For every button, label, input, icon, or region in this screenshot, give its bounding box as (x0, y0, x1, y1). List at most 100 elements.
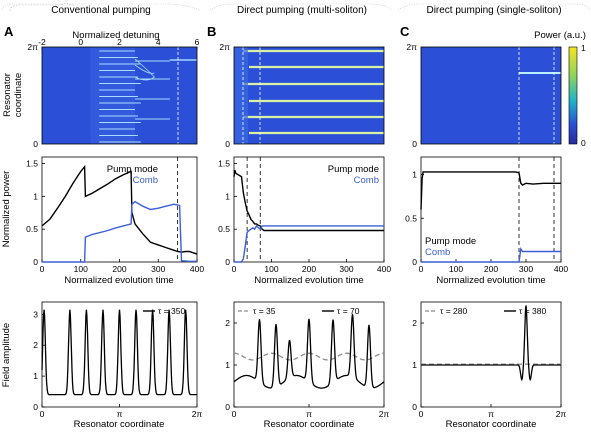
x-tick-label: 200 (484, 264, 498, 274)
field-plot-b: 0 π 2π 0 1 2 τ = 35 τ = 70 Resonator coordinate (225, 301, 390, 430)
x-tick-label: 200 (112, 264, 126, 274)
x-tick-label: 0 (419, 409, 424, 419)
x-tick-label: 0 (40, 409, 45, 419)
x-label-resonator-coordinate: Resonator coordinate (264, 419, 355, 430)
panel-letter-c: C (400, 24, 410, 39)
comb-line (234, 224, 384, 263)
field-plot-b-frame (233, 301, 385, 408)
y-tick-2pi: 2π (27, 42, 38, 52)
x-label-normalized-detuning: Normalized detuning (72, 30, 159, 41)
colorbar-tick-1: 1 (581, 43, 586, 53)
heatmap-a-tracks (90, 47, 197, 144)
heatmap-b-frame (233, 46, 385, 145)
y-tick-0: 0 (412, 139, 417, 149)
y-tick-label: 1 (33, 191, 38, 201)
y-tick-label: 0 (412, 402, 417, 412)
y-tick-label: 0 (225, 257, 230, 267)
x-tick-label: π (117, 409, 123, 419)
header-single-soliton: Direct pumping (single-soliton) (426, 5, 561, 16)
heatmap-a-band (90, 47, 135, 144)
x-label-resonator-coordinate: Resonator coordinate (74, 419, 165, 430)
y-tick-label: 1 (412, 360, 417, 370)
heatmap-a: Normalized detuning -2 0 2 4 6 2π 0 Resonato… (2, 30, 200, 149)
header-conventional: Conventional pumping (51, 5, 151, 16)
power-plot-c: 0 100 200 300 400 0 0.5 1 Normalized evolution … (405, 156, 568, 286)
y-tick-label: 0 (33, 257, 38, 267)
y-tick-label: 1.5 (26, 159, 38, 169)
power-plot-c-content: 0 100 200 300 400 0 0.5 1 (405, 157, 568, 274)
panel-letter-a: A (4, 24, 14, 39)
power-plot-b-content: 0 100 200 300 400 0 0.5 1 1.5 (218, 157, 391, 274)
legend-comb: Comb (425, 247, 450, 258)
y-tick-label: 2 (33, 340, 38, 350)
y-tick-label: 2 (225, 318, 230, 328)
pump-mode-line (233, 169, 384, 232)
y-label-field-amplitude: Field amplitude (1, 323, 12, 387)
field-plot-c-frame (420, 301, 562, 408)
pump-mode-line (420, 171, 561, 210)
power-plot-a-content: 0 100 200 300 400 0 0.5 1 1.5 (26, 157, 204, 274)
detuning-tick-label: 0 (78, 37, 83, 47)
x-tick-label: 0 (419, 264, 424, 274)
column-headers: Conventional pumping Direct pumping (mul… (1, 0, 591, 16)
x-tick-label: 2π (192, 409, 203, 419)
legend-tau-350: τ = 350 (158, 306, 185, 316)
heatmap-b-noise (234, 47, 248, 144)
y-tick-label: 1 (33, 371, 38, 381)
x-tick-label: 400 (377, 264, 391, 274)
x-tick-label: π (488, 409, 494, 419)
power-plot-b: 0 100 200 300 400 0 0.5 1 1.5 Normalized evoluti… (218, 156, 391, 286)
comb-line (42, 200, 197, 263)
legend-tau-70: τ = 70 (337, 306, 360, 316)
y-tick-label: 0 (225, 402, 230, 412)
field-profile-tau-350 (41, 309, 197, 396)
detuning-tick-label: 4 (156, 37, 161, 47)
field-profile-tau-380 (421, 305, 561, 382)
legend-pump-mode: Pump mode (107, 164, 158, 175)
x-tick-label: 300 (339, 264, 353, 274)
pump-mode-line (41, 164, 198, 255)
x-tick-label: 400 (190, 264, 204, 274)
colorbar (568, 46, 578, 145)
x-label-evolution-time: Normalized evolution time (436, 275, 545, 286)
x-tick-label: 2π (556, 409, 567, 419)
x-tick-label: 200 (302, 264, 316, 274)
header-multi-soliton: Direct pumping (multi-soliton) (237, 5, 367, 16)
x-tick-label: 100 (74, 264, 88, 274)
y-tick-label: 3 (33, 309, 38, 319)
x-label-resonator-coordinate: Resonator coordinate (446, 419, 537, 430)
legend-comb: Comb (133, 175, 158, 186)
panel-letter-b: B (207, 24, 216, 39)
heatmap-c-frame (420, 46, 562, 145)
x-tick-label: 400 (554, 264, 568, 274)
power-plot-a: 0 100 200 300 400 0 0.5 1 1.5 Normalized power N… (1, 156, 204, 286)
x-tick-label: 2π (379, 409, 390, 419)
y-label-resonator-line2: coordinate (13, 73, 24, 117)
detuning-tick-label: -2 (38, 37, 46, 47)
colorbar-tick-0: 0 (581, 138, 586, 148)
field-plot-a-content: 0 π 2π 0 1 2 3 τ = 350 (33, 306, 202, 419)
field-plot-a: 0 π 2π 0 1 2 3 τ = 350 Field amplitude Resonato… (1, 301, 202, 430)
detuning-tick-label: 2 (117, 37, 122, 47)
y-tick-label: 2 (412, 318, 417, 328)
field-profile-tau-35 (233, 352, 385, 361)
comb-line (421, 246, 561, 263)
heatmap-c-background (421, 47, 561, 144)
x-tick-label: 0 (40, 264, 45, 274)
y-tick-label: 1 (225, 191, 230, 201)
field-plot-c-content: 0 π 2π 0 1 2 τ = 280 τ = 380 (412, 305, 566, 419)
heatmap-b: 2π 0 (219, 42, 385, 149)
heatmap-a-breather (134, 64, 155, 74)
y-tick-0: 0 (225, 139, 230, 149)
y-label-normalized-power: Normalized power (1, 171, 12, 248)
legend-tau-280: τ = 280 (440, 306, 467, 316)
detuning-tick-label: 6 (195, 37, 200, 47)
x-tick-label: 0 (232, 409, 237, 419)
x-label-evolution-time: Normalized evolution time (64, 275, 173, 286)
heatmap-c: 2π 0 Power (a.u.) 1 0 (406, 30, 586, 149)
x-tick-label: π (306, 409, 312, 419)
x-tick-label: 0 (232, 264, 237, 274)
y-tick-label: 0 (412, 257, 417, 267)
y-tick-label: 1 (225, 360, 230, 370)
